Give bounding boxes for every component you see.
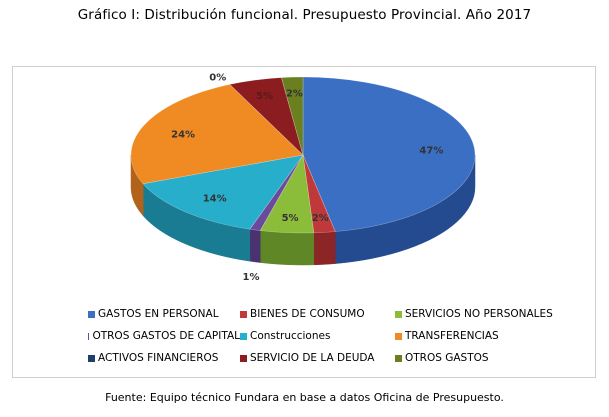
pie-side-otros-gastos-de-capital — [249, 228, 261, 263]
legend-item-construcciones: Construcciones — [240, 330, 395, 342]
pie-chart: 47% 2% 5% 1% 14% 24% 0% 5% 2% — [130, 72, 476, 283]
legend-label: BIENES DE CONSUMO — [250, 308, 365, 320]
legend-label: OTROS GASTOS DE CAPITAL — [92, 330, 240, 342]
pie-slice-gastos-en-personal — [302, 76, 476, 232]
chart-area: 47% 2% 5% 1% 14% 24% 0% 5% 2% GASTOS EN PERSONAL… — [12, 66, 596, 378]
legend-swatch — [240, 310, 247, 318]
legend-item-servicios-no-personales: SERVICIOS NO PERSONALES — [395, 308, 568, 320]
data-label-construcciones: 14% — [203, 194, 227, 205]
source-note: Fuente: Equipo técnico Fundara en base a… — [105, 391, 504, 404]
pie-side-walls — [130, 154, 476, 266]
legend-label: GASTOS EN PERSONAL — [98, 308, 219, 320]
chart-legend: GASTOS EN PERSONAL BIENES DE CONSUMO SERVI… — [88, 303, 568, 369]
legend-row: ACTIVOS FINANCIEROS SERVICIO DE LA DEUDA O… — [88, 347, 568, 369]
legend-swatch — [395, 354, 402, 362]
pie-slice-transferencias — [130, 84, 304, 185]
legend-row: GASTOS EN PERSONAL BIENES DE CONSUMO SERVI… — [88, 303, 568, 325]
data-label-transferencias: 24% — [171, 130, 195, 141]
pie-slice-otros-gastos — [281, 76, 304, 156]
legend-item-transferencias: TRANSFERENCIAS — [395, 330, 568, 342]
legend-label: TRANSFERENCIAS — [405, 330, 499, 342]
legend-swatch — [88, 354, 95, 362]
data-label-otros-gastos-de-capital: 1% — [243, 272, 260, 283]
legend-item-activos-financieros: ACTIVOS FINANCIEROS — [88, 352, 240, 364]
legend-label: Construcciones — [250, 330, 331, 342]
legend-item-otros-gastos: OTROS GASTOS — [395, 352, 568, 364]
legend-item-gastos-en-personal: GASTOS EN PERSONAL — [88, 308, 240, 320]
legend-row: OTROS GASTOS DE CAPITAL Construcciones TRA… — [88, 325, 568, 347]
data-label-gastos-en-personal: 47% — [419, 146, 443, 157]
pie-side-servicios-no-personales — [259, 230, 315, 266]
data-label-servicio-de-la-deuda: 5% — [256, 91, 273, 102]
legend-swatch — [240, 354, 247, 362]
legend-item-bienes-de-consumo: BIENES DE CONSUMO — [240, 308, 395, 320]
pie-side-transferencias — [130, 154, 144, 217]
data-label-otros-gastos: 2% — [286, 89, 303, 100]
legend-label: SERVICIO DE LA DEUDA — [250, 352, 375, 364]
data-label-servicios-no-personales: 5% — [282, 213, 299, 224]
legend-label: OTROS GASTOS — [405, 352, 489, 364]
pie-top — [130, 76, 476, 234]
legend-item-servicio-de-la-deuda: SERVICIO DE LA DEUDA — [240, 352, 395, 364]
legend-label: SERVICIOS NO PERSONALES — [405, 308, 553, 320]
legend-swatch — [88, 310, 95, 318]
data-label-bienes-de-consumo: 2% — [312, 213, 329, 224]
pie-slice-servicios-no-personales — [259, 154, 315, 234]
legend-item-otros-gastos-de-capital: OTROS GASTOS DE CAPITAL — [88, 330, 240, 342]
legend-swatch — [88, 332, 90, 340]
legend-label: ACTIVOS FINANCIEROS — [98, 352, 219, 364]
pie-slice-servicio-de-la-deuda — [229, 77, 304, 156]
legend-swatch — [395, 332, 402, 340]
pie-data-labels: 47% 2% 5% 1% 14% 24% 0% 5% 2% — [171, 72, 443, 283]
legend-swatch — [395, 310, 402, 318]
pie-slice-otros-gastos-de-capital — [249, 154, 304, 231]
pie-slice-bienes-de-consumo — [302, 154, 336, 234]
legend-swatch — [240, 332, 247, 340]
data-label-activos-financieros: 0% — [209, 72, 226, 83]
pie-slice-construcciones — [142, 154, 304, 230]
chart-title: Gráfico I: Distribución funcional. Presu… — [77, 7, 532, 23]
pie-side-bienes-de-consumo — [313, 231, 336, 266]
